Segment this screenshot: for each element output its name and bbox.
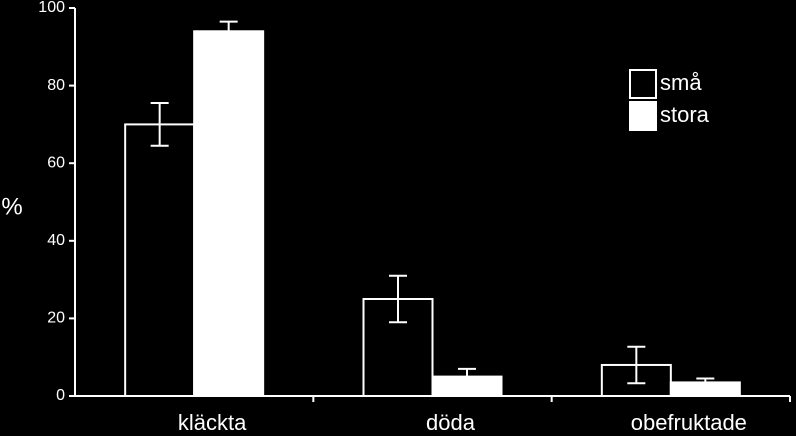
legend-swatch <box>629 101 657 131</box>
y-axis-label: % <box>1 193 22 220</box>
error-bar <box>627 345 646 385</box>
x-tick-label: döda <box>426 410 476 435</box>
error-bar <box>389 274 407 324</box>
x-tick-label: kläckta <box>178 410 247 435</box>
error-bar <box>458 367 476 386</box>
y-tick-label: 20 <box>47 310 65 327</box>
y-tick-label: 0 <box>56 387 65 404</box>
y-tick-label: 100 <box>38 0 65 16</box>
error-bar <box>696 377 715 388</box>
error-bar <box>219 20 238 42</box>
legend-swatch <box>629 69 657 99</box>
legend-label: små <box>660 70 702 95</box>
y-tick-label: 40 <box>47 232 65 249</box>
error-bar <box>150 102 169 147</box>
x-tick-label: obefruktade <box>631 410 747 435</box>
y-tick-label: 80 <box>47 77 65 94</box>
bar <box>193 30 265 398</box>
y-tick-label: 60 <box>47 154 65 171</box>
bar <box>124 123 196 398</box>
legend-label: stora <box>660 102 710 127</box>
